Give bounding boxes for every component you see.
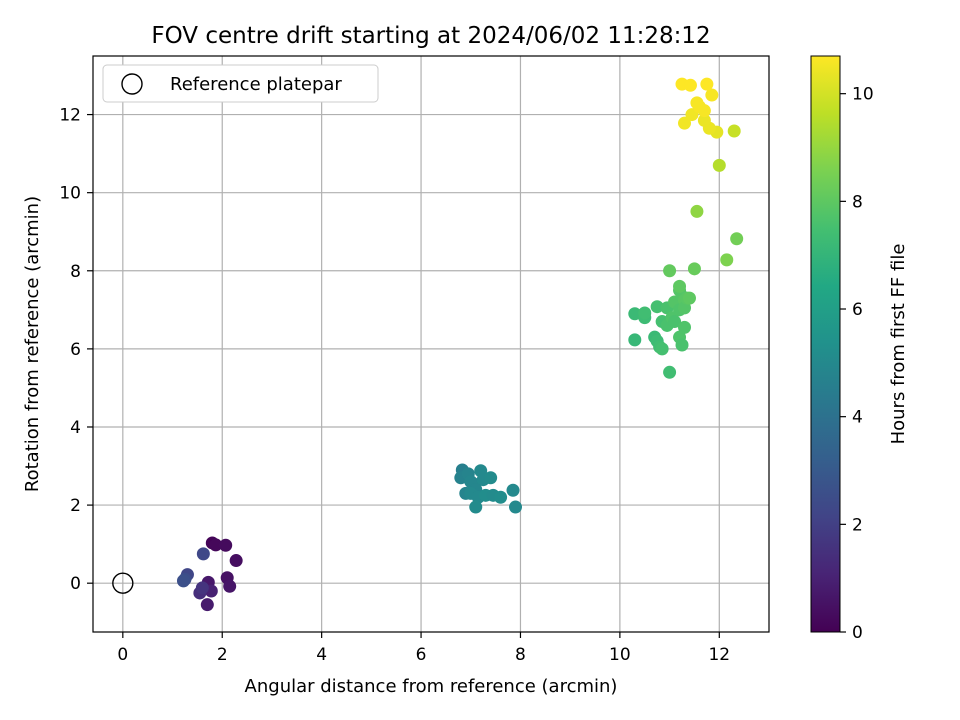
reference-marker: [112, 572, 134, 594]
data-point: [668, 315, 682, 329]
data-point: [678, 320, 691, 334]
y-axis-label: Rotation from reference (arcmin): [22, 196, 43, 492]
data-point: [675, 338, 689, 352]
colorbar-tick-label: 10: [852, 85, 874, 105]
data-point: [720, 253, 734, 267]
x-tick-label: 10: [609, 645, 631, 665]
y-tick-label: 0: [70, 574, 81, 594]
x-tick-label: 8: [515, 645, 526, 665]
y-tick-label: 8: [70, 262, 81, 282]
data-point: [638, 306, 652, 320]
colorbar-tick-label: 4: [852, 408, 863, 428]
data-point: [219, 538, 233, 552]
legend-reference-marker: [121, 73, 143, 95]
y-tick-label: 6: [70, 340, 81, 360]
data-point: [678, 116, 691, 130]
plot-area-frame: [92, 55, 770, 633]
data-point: [690, 204, 704, 218]
reference-point: [112, 572, 134, 594]
colorbar-tick-label: 6: [852, 300, 863, 320]
x-tick-label: 12: [708, 645, 730, 665]
x-tick-label: 2: [217, 645, 228, 665]
data-point: [469, 500, 483, 514]
x-tick-label: 6: [416, 645, 427, 665]
x-tick-label: 4: [316, 645, 327, 665]
data-point: [712, 158, 726, 172]
data-point: [200, 598, 214, 612]
data-point: [683, 78, 697, 92]
colorbar-tick-label: 2: [852, 515, 863, 535]
y-tick-label: 12: [59, 106, 81, 126]
chart-title: FOV centre drift starting at 2024/06/02 …: [151, 23, 710, 49]
legend-box: [102, 64, 379, 103]
data-point: [705, 88, 719, 102]
data-points: [176, 77, 744, 612]
data-point: [655, 342, 669, 356]
data-point: [506, 483, 520, 497]
data-point: [209, 538, 223, 552]
data-point: [195, 581, 209, 595]
data-point: [687, 262, 701, 276]
data-point: [484, 471, 498, 485]
axis-ticks: 0 2 4 6 8 10 12 0 2 4 6 8 10 12: [59, 106, 730, 665]
colorbar-label: Hours from first FF file: [888, 244, 909, 445]
data-point: [678, 301, 691, 315]
data-point: [176, 574, 190, 588]
data-point: [650, 300, 664, 314]
data-point: [663, 365, 677, 379]
colorbar: [810, 55, 841, 633]
x-axis-label: Angular distance from reference (arcmin): [245, 676, 618, 697]
data-point: [509, 500, 522, 514]
y-tick-label: 10: [59, 184, 81, 204]
data-point: [494, 490, 508, 504]
data-point: [673, 279, 687, 293]
data-point: [730, 232, 744, 246]
colorbar-ticks: 0 2 4 6 8 10: [840, 85, 874, 643]
data-point: [663, 264, 677, 278]
data-point: [682, 291, 696, 305]
data-point: [628, 333, 642, 347]
data-point: [628, 307, 642, 321]
x-tick-label: 0: [117, 645, 128, 665]
data-point: [690, 96, 704, 110]
data-point: [229, 554, 243, 568]
colorbar-tick-label: 8: [852, 192, 863, 212]
data-point: [697, 113, 711, 127]
data-point: [223, 579, 237, 593]
data-point: [196, 547, 210, 561]
data-point: [700, 77, 714, 91]
y-tick-label: 4: [70, 418, 81, 438]
data-point: [727, 124, 741, 138]
y-tick-label: 2: [70, 496, 81, 516]
colorbar-tick-label: 0: [852, 623, 863, 643]
legend-reference-label: Reference platepar: [170, 74, 342, 95]
legend: Reference platepar: [102, 64, 379, 103]
